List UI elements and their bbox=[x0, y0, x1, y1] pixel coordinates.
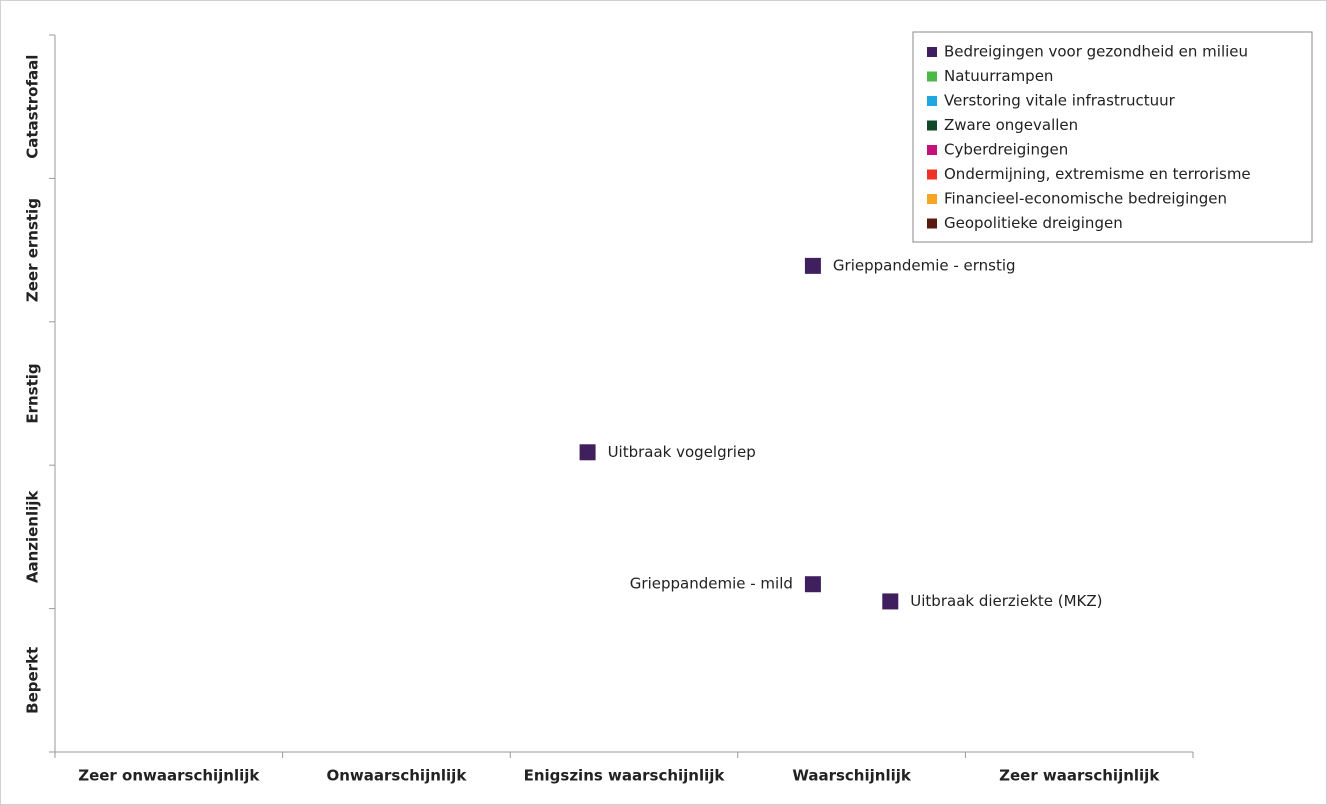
legend-label: Financieel-economische bedreigingen bbox=[944, 190, 1227, 208]
legend-swatch bbox=[927, 169, 937, 180]
legend-label: Geopolitieke dreigingen bbox=[944, 214, 1123, 232]
point-label: Grieppandemie - ernstig bbox=[833, 256, 1016, 274]
x-category-label: Waarschijnlijk bbox=[792, 767, 912, 785]
legend-label: Zware ongevallen bbox=[944, 116, 1078, 134]
y-category-label: Ernstig bbox=[24, 363, 42, 423]
x-category-label: Zeer waarschijnlijk bbox=[999, 767, 1160, 785]
x-category-label: Zeer onwaarschijnlijk bbox=[78, 767, 260, 785]
y-category-label: Zeer ernstig bbox=[24, 198, 42, 302]
point bbox=[804, 576, 821, 593]
point bbox=[882, 593, 899, 610]
legend-swatch bbox=[927, 96, 937, 106]
legend-label: Natuurrampen bbox=[944, 67, 1053, 85]
point bbox=[579, 444, 596, 461]
legend-swatch bbox=[927, 218, 937, 229]
legend-label: Bedreigingen voor gezondheid en milieu bbox=[944, 43, 1248, 61]
legend-swatch bbox=[927, 47, 937, 57]
y-category-label: Catastrofaal bbox=[24, 55, 42, 159]
point-label: Uitbraak dierziekte (MKZ) bbox=[910, 592, 1102, 610]
y-category-label: Beperkt bbox=[24, 647, 42, 714]
legend-box bbox=[912, 31, 1313, 243]
legend-swatch bbox=[927, 194, 937, 204]
x-category-label: Enigszins waarschijnlijk bbox=[524, 767, 726, 785]
legend-swatch bbox=[927, 120, 937, 131]
x-category-label: Onwaarschijnlijk bbox=[327, 767, 468, 785]
legend-swatch bbox=[927, 71, 937, 82]
legend-label: Cyberdreigingen bbox=[944, 141, 1068, 159]
legend-label: Verstoring vitale infrastructuur bbox=[944, 92, 1176, 110]
point-label: Uitbraak vogelgriep bbox=[608, 443, 756, 461]
point bbox=[804, 257, 821, 274]
legend-label: Ondermijning, extremisme en terrorisme bbox=[944, 165, 1251, 183]
y-category-label: Aanzienlijk bbox=[24, 490, 42, 584]
legend-swatch bbox=[927, 145, 937, 155]
point-label: Grieppandemie - mild bbox=[630, 575, 793, 593]
